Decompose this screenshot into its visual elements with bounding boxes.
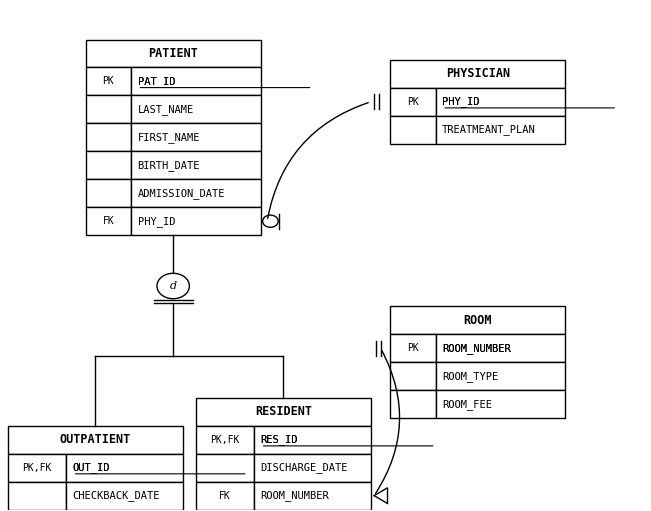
Text: FIRST_NAME: FIRST_NAME — [137, 132, 200, 143]
FancyBboxPatch shape — [436, 88, 565, 115]
FancyBboxPatch shape — [86, 39, 260, 67]
Text: d: d — [170, 281, 176, 291]
Text: PHY_ID: PHY_ID — [442, 96, 480, 107]
Text: PK: PK — [407, 343, 419, 353]
FancyBboxPatch shape — [391, 115, 436, 144]
FancyBboxPatch shape — [131, 151, 260, 179]
FancyBboxPatch shape — [86, 123, 131, 151]
FancyBboxPatch shape — [86, 96, 131, 123]
FancyBboxPatch shape — [66, 482, 183, 509]
FancyBboxPatch shape — [254, 426, 371, 454]
Text: TREATMEANT_PLAN: TREATMEANT_PLAN — [442, 124, 536, 135]
Text: ROOM_TYPE: ROOM_TYPE — [442, 371, 499, 382]
FancyBboxPatch shape — [391, 88, 436, 115]
FancyBboxPatch shape — [86, 151, 131, 179]
Text: DISCHARGE_DATE: DISCHARGE_DATE — [260, 462, 348, 473]
FancyBboxPatch shape — [436, 115, 565, 144]
Text: PK,FK: PK,FK — [210, 435, 240, 445]
FancyBboxPatch shape — [391, 334, 436, 362]
FancyBboxPatch shape — [131, 207, 260, 235]
FancyBboxPatch shape — [196, 454, 254, 482]
FancyBboxPatch shape — [196, 426, 254, 454]
Text: PHY_ID: PHY_ID — [137, 216, 175, 227]
Text: PHYSICIAN: PHYSICIAN — [446, 67, 510, 80]
FancyBboxPatch shape — [196, 398, 371, 426]
FancyBboxPatch shape — [436, 362, 565, 390]
Text: FK: FK — [219, 491, 231, 501]
FancyBboxPatch shape — [196, 482, 254, 509]
FancyBboxPatch shape — [254, 482, 371, 509]
Text: ADMISSION_DATE: ADMISSION_DATE — [137, 188, 225, 199]
Text: PK: PK — [102, 77, 114, 86]
FancyBboxPatch shape — [391, 362, 436, 390]
FancyBboxPatch shape — [66, 454, 183, 482]
FancyBboxPatch shape — [131, 96, 260, 123]
FancyBboxPatch shape — [131, 123, 260, 151]
FancyBboxPatch shape — [436, 390, 565, 418]
Text: ROOM_NUMBER: ROOM_NUMBER — [442, 343, 511, 354]
FancyBboxPatch shape — [131, 67, 260, 96]
Text: OUT_ID: OUT_ID — [73, 462, 110, 473]
FancyBboxPatch shape — [391, 306, 565, 334]
Text: PK: PK — [407, 97, 419, 107]
Text: PK,FK: PK,FK — [22, 462, 51, 473]
FancyBboxPatch shape — [8, 426, 183, 454]
Text: LAST_NAME: LAST_NAME — [137, 104, 194, 115]
Text: PHY_ID: PHY_ID — [442, 96, 480, 107]
FancyBboxPatch shape — [391, 390, 436, 418]
Text: RESIDENT: RESIDENT — [255, 405, 312, 419]
Text: ROOM: ROOM — [464, 314, 492, 327]
Text: OUTPATIENT: OUTPATIENT — [60, 433, 131, 446]
Text: OUT_ID: OUT_ID — [73, 462, 110, 473]
Text: ROOM_FEE: ROOM_FEE — [442, 399, 492, 410]
Text: ROOM_NUMBER: ROOM_NUMBER — [442, 343, 511, 354]
FancyBboxPatch shape — [436, 334, 565, 362]
FancyBboxPatch shape — [86, 179, 131, 207]
Text: FK: FK — [102, 216, 114, 226]
FancyBboxPatch shape — [8, 482, 66, 509]
Text: PAT_ID: PAT_ID — [137, 76, 175, 87]
FancyBboxPatch shape — [254, 454, 371, 482]
Text: CHECKBACK_DATE: CHECKBACK_DATE — [73, 490, 160, 501]
Text: RES_ID: RES_ID — [260, 434, 298, 445]
Text: PAT_ID: PAT_ID — [137, 76, 175, 87]
Text: ROOM_NUMBER: ROOM_NUMBER — [260, 490, 329, 501]
Text: RES_ID: RES_ID — [260, 434, 298, 445]
Text: PATIENT: PATIENT — [148, 47, 198, 60]
Text: BIRTH_DATE: BIRTH_DATE — [137, 160, 200, 171]
FancyBboxPatch shape — [8, 454, 66, 482]
FancyBboxPatch shape — [86, 207, 131, 235]
FancyBboxPatch shape — [86, 67, 131, 96]
FancyBboxPatch shape — [391, 60, 565, 88]
FancyBboxPatch shape — [131, 179, 260, 207]
